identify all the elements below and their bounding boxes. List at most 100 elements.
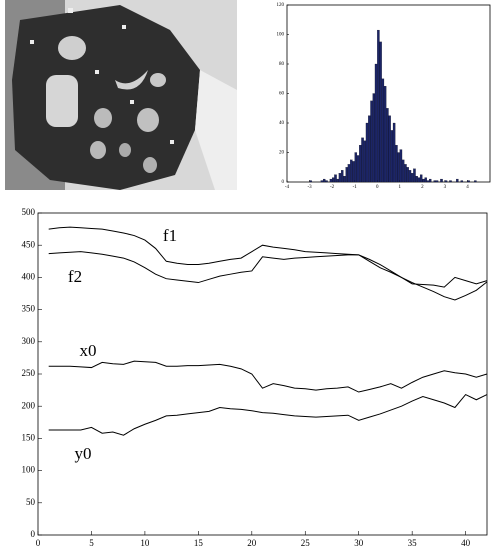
series-label: x0 [80, 341, 97, 360]
x-tick-label: 25 [301, 538, 311, 546]
photo [5, 0, 237, 190]
bar [406, 167, 409, 183]
bar [413, 168, 416, 183]
y-tick-label: 60 [279, 92, 285, 97]
x-tick-label: 20 [247, 538, 257, 546]
line-series [48, 251, 488, 301]
y-tick-label: 400 [22, 271, 36, 281]
bar [388, 115, 391, 183]
bar [320, 180, 324, 183]
bar [399, 149, 403, 183]
x-tick-label: -3 [307, 185, 312, 190]
bar [392, 122, 396, 183]
bar [381, 78, 385, 183]
x-tick-label: 0 [376, 185, 379, 190]
bar [440, 178, 443, 183]
bar [338, 173, 342, 183]
bar [347, 164, 351, 183]
line-series [48, 360, 488, 393]
bar [356, 155, 360, 183]
y-tick-label: 450 [22, 239, 36, 249]
x-tick-label: 10 [140, 538, 150, 546]
bar [332, 177, 335, 183]
bar [410, 173, 414, 183]
series-label: f1 [163, 226, 177, 245]
bar [379, 41, 382, 183]
bar [422, 178, 425, 183]
x-tick-label: -2 [330, 185, 335, 190]
bar [372, 93, 376, 183]
x-tick-label: -1 [353, 185, 358, 190]
bar [424, 177, 427, 183]
x-tick-label: 5 [89, 538, 94, 546]
bar [363, 140, 367, 183]
line-series [48, 226, 488, 288]
bar [467, 180, 470, 183]
bar [401, 159, 405, 183]
x-tick-label: 30 [354, 538, 364, 546]
bar [417, 177, 421, 183]
x-tick-label: 2 [421, 185, 424, 190]
bar [309, 180, 312, 183]
bar [444, 180, 448, 183]
y-tick-label: 500 [22, 207, 36, 217]
bar [322, 178, 326, 183]
bar [429, 178, 432, 183]
plot-frame [37, 212, 488, 536]
bar [354, 152, 358, 183]
series-label: f2 [68, 267, 82, 286]
x-tick-label: 40 [461, 538, 471, 546]
bar [426, 180, 430, 183]
y-tick-label: 150 [22, 432, 36, 442]
bar [329, 178, 333, 183]
bar [395, 145, 398, 183]
x-tick-label: 3 [444, 185, 447, 190]
bar [408, 170, 412, 183]
bar [345, 167, 348, 183]
bar [460, 180, 464, 183]
bar [374, 63, 378, 183]
bar [415, 176, 418, 183]
x-tick-label: 35 [408, 538, 418, 546]
y-tick-label: 0 [282, 180, 285, 185]
y-tick-label: 0 [31, 529, 36, 539]
bar [325, 180, 328, 183]
bar [390, 130, 394, 183]
bar [435, 180, 439, 183]
bar [456, 178, 459, 183]
bar [433, 180, 436, 183]
y-tick-label: 50 [26, 497, 36, 507]
bar [370, 100, 373, 183]
x-tick-label: 0 [36, 538, 41, 546]
y-tick-label: 20 [279, 151, 285, 156]
y-tick-label: 250 [22, 368, 36, 378]
y-tick-label: 120 [277, 3, 285, 8]
bar [419, 174, 423, 183]
bar [343, 176, 346, 183]
bar [359, 145, 362, 183]
y-tick-label: 200 [22, 400, 36, 410]
x-tick-label: 4 [466, 185, 469, 190]
y-tick-label: 40 [279, 121, 285, 126]
bar [361, 137, 364, 183]
bar [404, 164, 407, 183]
bar [350, 159, 353, 183]
bar [386, 108, 389, 183]
bar [397, 152, 400, 183]
y-tick-label: 350 [22, 304, 36, 314]
y-tick-label: 300 [22, 336, 36, 346]
bar [383, 86, 387, 183]
bar [377, 29, 380, 183]
bar [336, 178, 339, 183]
x-tick-label: 1 [399, 185, 402, 190]
x-tick-label: -4 [285, 185, 290, 190]
bar [334, 174, 337, 183]
bar [449, 180, 452, 183]
series-label: y0 [75, 444, 92, 463]
bar [365, 122, 369, 183]
bar [352, 161, 355, 183]
line-series [48, 393, 488, 436]
y-tick-label: 100 [277, 33, 285, 38]
x-tick-label: 15 [194, 538, 204, 546]
